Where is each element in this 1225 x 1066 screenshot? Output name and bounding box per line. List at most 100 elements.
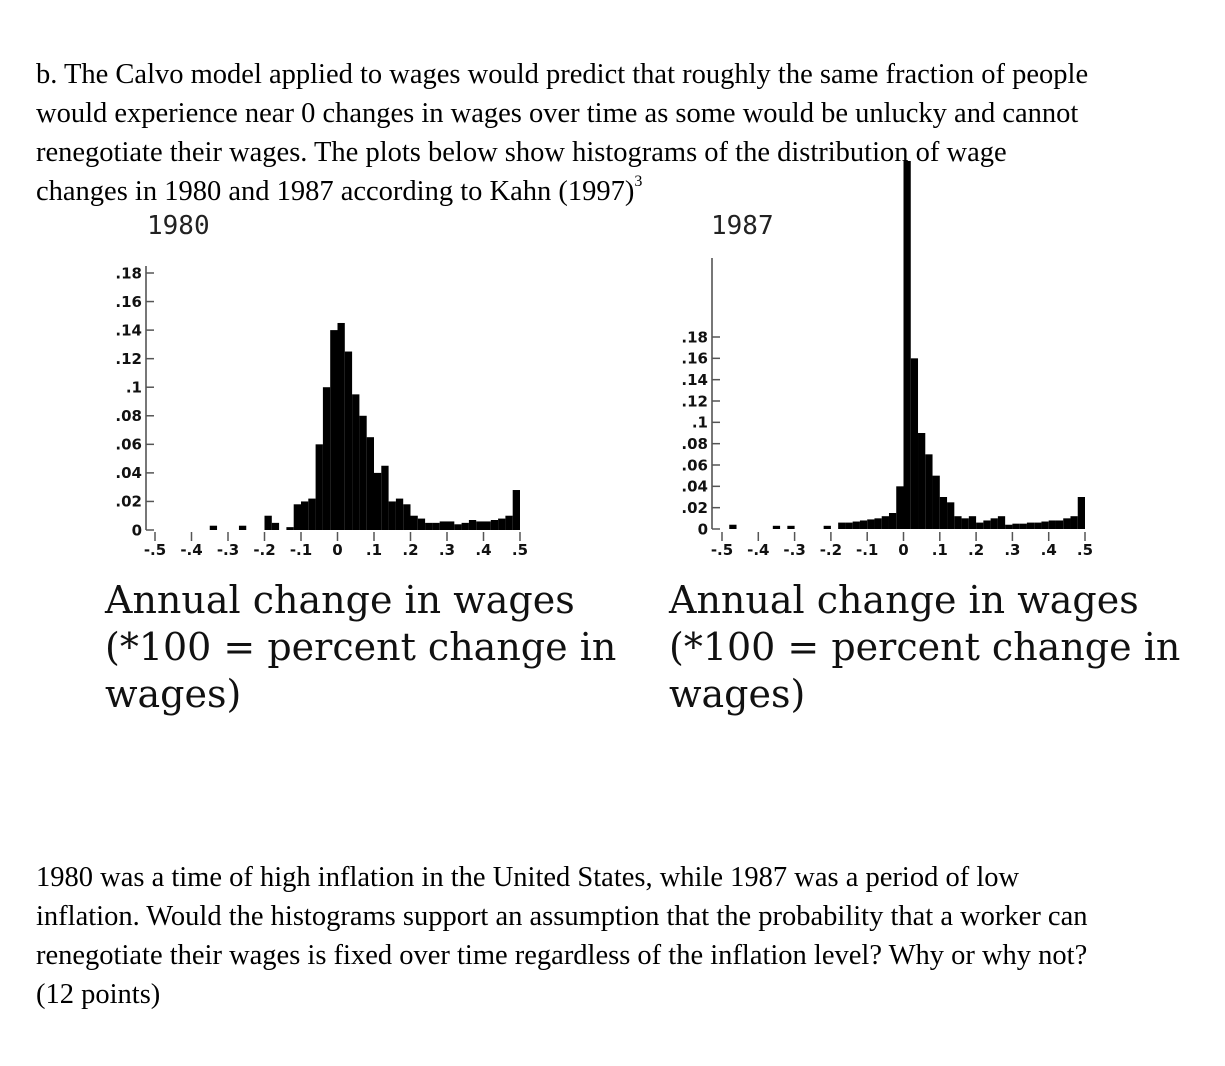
x-tick-label: .5	[512, 541, 528, 559]
histogram-bar	[838, 522, 846, 529]
histogram-bar	[1048, 520, 1056, 529]
caption-line: (*100 = percent change in	[669, 625, 1181, 669]
histogram-bar	[1005, 524, 1013, 529]
histogram-bar	[352, 394, 360, 530]
x-tick-label: -.1	[290, 541, 312, 559]
histogram-bar	[1063, 518, 1071, 529]
y-tick-label: .02	[681, 499, 708, 517]
footnote-mark: 3	[634, 172, 643, 190]
histogram-bar	[388, 501, 396, 530]
histogram-bar	[896, 486, 904, 529]
x-tick-label: 0	[332, 541, 342, 559]
y-tick-label: .08	[115, 407, 142, 425]
histogram-bar	[845, 522, 853, 529]
x-tick-label: -.5	[711, 541, 733, 559]
histogram-bar	[903, 161, 911, 529]
histogram-bar	[1034, 522, 1042, 529]
y-tick-label: .16	[115, 293, 142, 311]
histogram-bar	[301, 501, 309, 530]
question-line-text: changes in 1980 and 1987 according to Ka…	[36, 176, 635, 207]
caption-line: (*100 = percent change in	[105, 625, 617, 669]
histogram-bar	[238, 525, 247, 530]
histogram-bar	[997, 516, 1006, 529]
histogram-bar	[344, 351, 353, 530]
histogram-bar	[983, 520, 991, 529]
histogram-bar	[881, 516, 889, 529]
histogram-bar	[961, 518, 969, 529]
y-tick-label: .1	[126, 378, 142, 396]
histogram-bar	[403, 504, 411, 530]
histogram-bar	[286, 527, 294, 530]
histogram-bar	[932, 475, 940, 529]
histogram-bar	[976, 522, 984, 529]
question-line: b. The Calvo model applied to wages woul…	[36, 59, 1089, 90]
histogram-bar	[925, 454, 933, 529]
histogram-bar	[417, 518, 426, 530]
histogram-bar	[787, 525, 795, 529]
y-tick-label: .16	[681, 350, 708, 368]
histogram-bar	[505, 515, 513, 530]
histogram-bar	[772, 525, 781, 529]
y-tick-label: .12	[115, 350, 142, 368]
histogram-bar	[1019, 523, 1027, 529]
caption-line: Annual change in wages	[669, 578, 1139, 622]
y-tick-label: .02	[115, 493, 142, 511]
histogram-bar	[381, 465, 389, 530]
caption-line: wages)	[669, 672, 806, 716]
histogram-bar	[315, 444, 323, 530]
histogram-bar	[867, 519, 875, 529]
question-line: inflation. Would the histograms support …	[36, 901, 1088, 932]
histogram-bar	[490, 520, 499, 530]
histogram-bar	[918, 433, 926, 529]
y-tick-label: .04	[115, 464, 142, 482]
x-tick-label: -.5	[144, 541, 166, 559]
histogram-bar	[322, 387, 331, 530]
histogram-bar	[476, 521, 484, 530]
x-axis-caption-1987: Annual change in wages (*100 = percent c…	[669, 577, 1180, 718]
x-tick-label: -.3	[217, 541, 239, 559]
question-line: changes in 1980 and 1987 according to Ka…	[36, 172, 1211, 211]
x-tick-label: .1	[366, 541, 382, 559]
question-line: 1980 was a time of high inflation in the…	[36, 862, 1020, 893]
y-tick-label: .14	[115, 321, 142, 339]
y-tick-label: .12	[681, 392, 708, 410]
histogram-bar	[990, 518, 998, 529]
histogram-bar	[410, 515, 418, 530]
x-tick-label: -.4	[747, 541, 769, 559]
histogram-bar	[1026, 522, 1035, 529]
chart-title-1980: 1980	[147, 211, 210, 241]
question-line: would experience near 0 changes in wages…	[36, 98, 1079, 129]
histogram-bar	[461, 522, 469, 530]
histogram-bar	[439, 521, 447, 530]
y-tick-label: 0	[132, 521, 142, 539]
histogram-bar	[859, 520, 868, 529]
x-tick-label: .4	[475, 541, 491, 559]
histogram-bar	[425, 522, 433, 530]
histogram-bar	[1041, 521, 1049, 529]
y-tick-label: .08	[681, 435, 708, 453]
histogram-bar	[374, 472, 382, 530]
histogram-bar	[888, 513, 897, 529]
histogram-bar	[954, 516, 962, 529]
histogram-bar	[910, 358, 919, 529]
histogram-bar	[823, 525, 831, 529]
histogram-bar	[359, 415, 367, 530]
caption-line: Annual change in wages	[105, 578, 575, 622]
histogram-bar	[330, 330, 338, 530]
histogram-bar	[209, 525, 218, 530]
histogram-bar	[432, 522, 440, 530]
histogram-1980: 0 .02 .04 .06 .08 .1 .12 .14 .16 .18 -.5 -.4 -.3 -.2-…	[115, 264, 528, 559]
histogram-bar	[337, 322, 345, 530]
histogram-bar	[947, 502, 955, 529]
caption-line: wages)	[105, 672, 242, 716]
x-tick-label: -.3	[783, 541, 805, 559]
histogram-bar	[939, 497, 948, 529]
x-tick-label: .5	[1077, 541, 1093, 559]
x-tick-label: .3	[1004, 541, 1020, 559]
x-tick-label: -.4	[180, 541, 202, 559]
y-tick-label: 0	[698, 520, 708, 538]
histogram-bar	[1055, 520, 1064, 529]
question-paragraph: b. The Calvo model applied to wages woul…	[36, 55, 1211, 211]
histogram-bar	[293, 504, 301, 530]
x-tick-label: -.2	[253, 541, 275, 559]
